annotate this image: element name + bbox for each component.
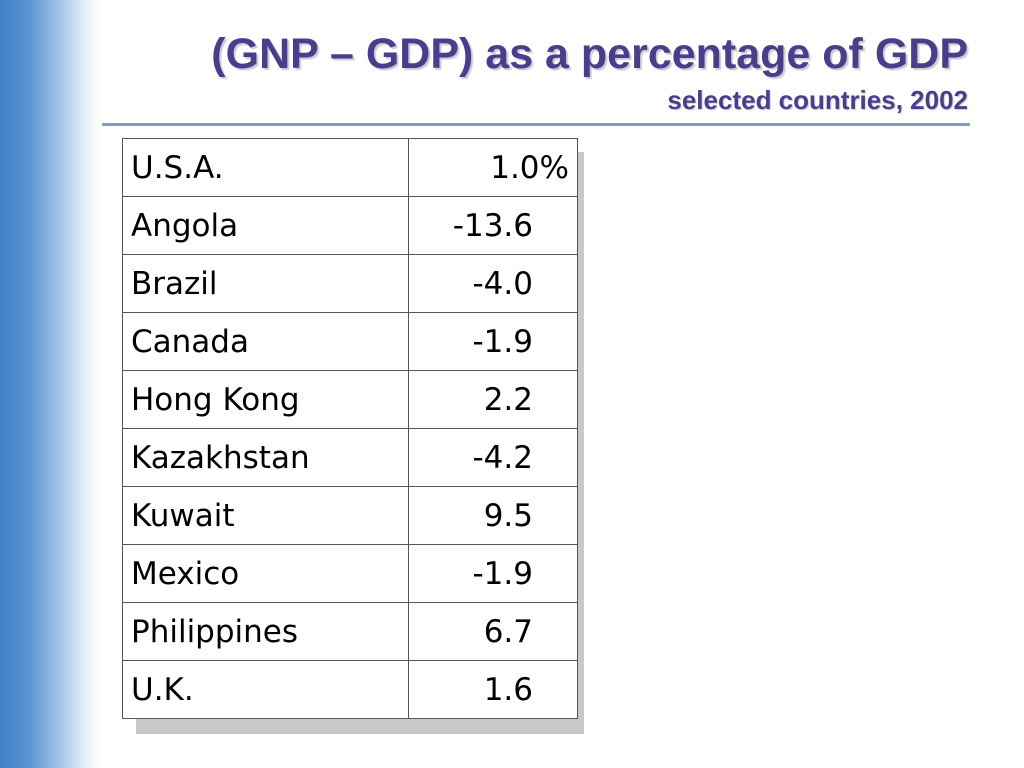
value-cell: 1.0% [408, 138, 578, 197]
table-row: Brazil -4.0 [122, 254, 578, 313]
table-row: U.K. 1.6 [122, 660, 578, 719]
value-cell: -4.0 [408, 254, 578, 313]
country-cell: Philippines [122, 602, 409, 661]
value-cell: -13.6 [408, 196, 578, 255]
left-gradient-band [0, 0, 100, 768]
table-row: Kazakhstan -4.2 [122, 428, 578, 487]
country-cell: Mexico [122, 544, 409, 603]
table-row: Philippines 6.7 [122, 602, 578, 661]
country-cell: Kuwait [122, 486, 409, 545]
value-cell: 6.7 [408, 602, 578, 661]
country-cell: Canada [122, 312, 409, 371]
country-cell: Angola [122, 196, 409, 255]
table-row: Angola -13.6 [122, 196, 578, 255]
gnp-gdp-table: U.S.A. 1.0% Angola -13.6 Brazil -4.0 Can… [122, 138, 578, 719]
table-row: Canada -1.9 [122, 312, 578, 371]
table-row: U.S.A. 1.0% [122, 138, 578, 197]
table-row: Kuwait 9.5 [122, 486, 578, 545]
country-cell: Kazakhstan [122, 428, 409, 487]
value-cell: 2.2 [408, 370, 578, 429]
value-cell: -1.9 [408, 544, 578, 603]
value-cell: -4.2 [408, 428, 578, 487]
slide-title: (GNP – GDP) as a percentage of GDP [211, 30, 968, 78]
table-row: Mexico -1.9 [122, 544, 578, 603]
country-cell: U.S.A. [122, 138, 409, 197]
table-row: Hong Kong 2.2 [122, 370, 578, 429]
slide-subtitle: selected countries, 2002 [667, 85, 968, 115]
value-cell: -1.9 [408, 312, 578, 371]
country-cell: Brazil [122, 254, 409, 313]
title-divider [102, 123, 970, 126]
country-cell: Hong Kong [122, 370, 409, 429]
value-cell: 1.6 [408, 660, 578, 719]
country-cell: U.K. [122, 660, 409, 719]
value-cell: 9.5 [408, 486, 578, 545]
